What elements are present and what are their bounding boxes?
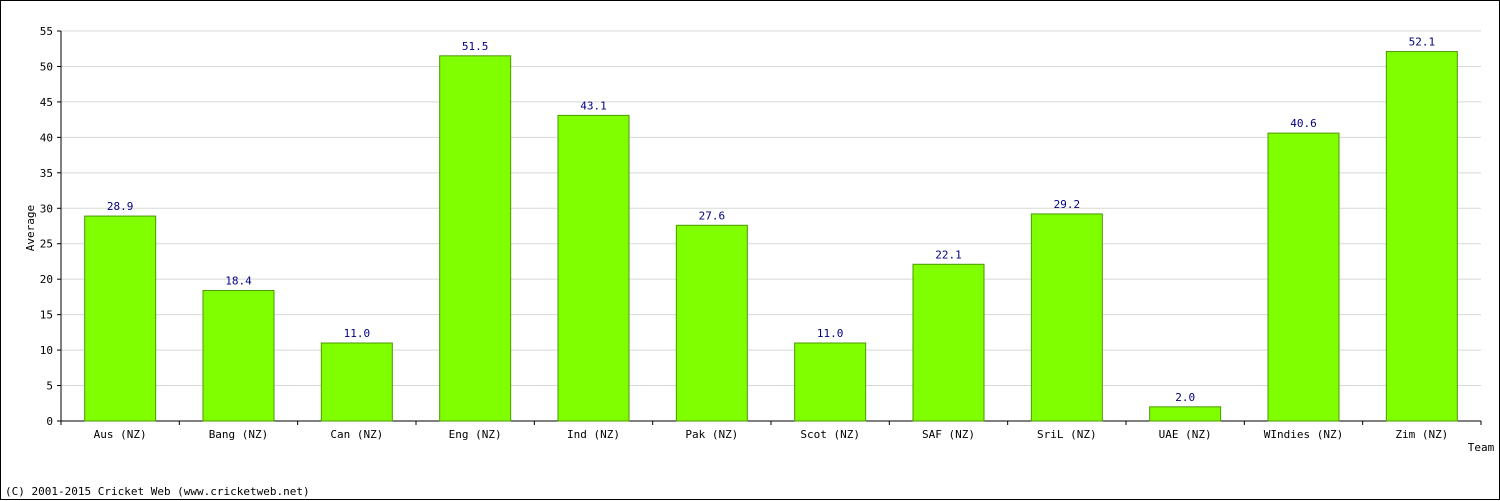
y-tick-label: 0 bbox=[46, 415, 53, 428]
data-label: 27.6 bbox=[699, 209, 726, 222]
y-tick-label: 5 bbox=[46, 380, 53, 393]
bar bbox=[794, 342, 867, 422]
data-label: 22.1 bbox=[935, 248, 962, 261]
bar bbox=[912, 263, 985, 422]
y-tick-label: 40 bbox=[40, 131, 53, 144]
bar bbox=[84, 215, 157, 422]
x-tick-label: Zim (NZ) bbox=[1395, 428, 1448, 441]
y-tick-label: 30 bbox=[40, 202, 53, 215]
y-tick-label: 35 bbox=[40, 167, 53, 180]
data-label: 51.5 bbox=[462, 40, 489, 53]
data-label: 52.1 bbox=[1409, 36, 1436, 49]
x-tick-label: Aus (NZ) bbox=[94, 428, 147, 441]
copyright-footer: (C) 2001-2015 Cricket Web (www.cricketwe… bbox=[5, 485, 310, 498]
x-tick-label: Bang (NZ) bbox=[209, 428, 269, 441]
data-label: 2.0 bbox=[1175, 391, 1195, 404]
x-tick-label: WIndies (NZ) bbox=[1264, 428, 1343, 441]
bar bbox=[439, 55, 512, 422]
bar bbox=[1030, 213, 1103, 422]
data-label: 43.1 bbox=[580, 99, 607, 112]
x-tick-label: Scot (NZ) bbox=[800, 428, 860, 441]
x-tick-label: Can (NZ) bbox=[330, 428, 383, 441]
bar bbox=[202, 290, 275, 422]
y-tick-label: 55 bbox=[40, 25, 53, 38]
data-label: 29.2 bbox=[1054, 198, 1081, 211]
bar bbox=[675, 224, 748, 422]
y-tick-label: 10 bbox=[40, 344, 53, 357]
y-tick-label: 25 bbox=[40, 238, 53, 251]
x-tick-label: Pak (NZ) bbox=[685, 428, 738, 441]
x-tick-label: SriL (NZ) bbox=[1037, 428, 1097, 441]
bar bbox=[1267, 132, 1340, 422]
bar bbox=[1385, 51, 1458, 422]
data-label: 18.4 bbox=[225, 275, 252, 288]
x-tick-label: Ind (NZ) bbox=[567, 428, 620, 441]
data-label: 11.0 bbox=[817, 327, 844, 340]
y-tick-label: 50 bbox=[40, 60, 53, 73]
data-label: 28.9 bbox=[107, 200, 134, 213]
y-tick-label: 20 bbox=[40, 273, 53, 286]
bar bbox=[320, 342, 393, 422]
bar bbox=[1149, 406, 1222, 422]
data-label: 11.0 bbox=[344, 327, 371, 340]
x-tick-label: UAE (NZ) bbox=[1159, 428, 1212, 441]
y-tick-label: 15 bbox=[40, 309, 53, 322]
y-tick-label: 45 bbox=[40, 96, 53, 109]
bar bbox=[557, 114, 630, 422]
data-label: 40.6 bbox=[1290, 117, 1317, 130]
x-tick-label: SAF (NZ) bbox=[922, 428, 975, 441]
x-axis-title: Team bbox=[1468, 441, 1495, 454]
x-tick-label: Eng (NZ) bbox=[449, 428, 502, 441]
y-axis-title: Average bbox=[24, 205, 37, 251]
